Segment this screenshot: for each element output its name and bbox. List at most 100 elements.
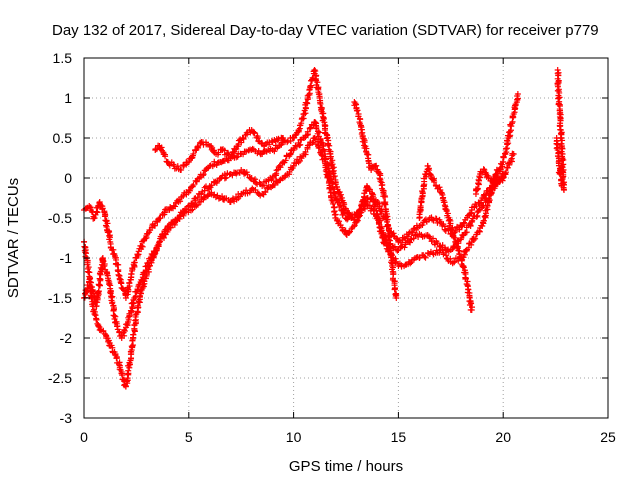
data-point-interp bbox=[450, 234, 457, 241]
series-track-6 bbox=[416, 162, 476, 313]
data-point bbox=[560, 187, 567, 193]
data-point-interp bbox=[190, 150, 197, 157]
data-point-interp bbox=[128, 308, 135, 315]
data-point-interp bbox=[152, 222, 159, 229]
data-point-interp bbox=[385, 227, 392, 234]
y-tick-label: 0 bbox=[64, 170, 72, 186]
data-point-interp bbox=[134, 302, 141, 309]
data-point-interp bbox=[377, 178, 384, 185]
data-point-interp bbox=[433, 216, 440, 223]
data-point-interp bbox=[251, 129, 258, 136]
data-point-interp bbox=[492, 171, 499, 178]
data-point-interp bbox=[215, 149, 222, 156]
data-point-interp bbox=[467, 210, 474, 217]
data-point bbox=[554, 147, 561, 153]
data-point-interp bbox=[452, 239, 459, 246]
x-tick-label: 0 bbox=[80, 429, 88, 445]
data-point-interp bbox=[417, 204, 424, 211]
data-point-interp bbox=[177, 198, 184, 205]
y-tick-label: -0.5 bbox=[48, 210, 72, 226]
data-point-interp bbox=[190, 181, 197, 188]
data-point-interp bbox=[223, 174, 230, 181]
data-point-interp bbox=[320, 114, 327, 121]
data-point-interp bbox=[461, 219, 468, 226]
axis-ticks: 0 5 10 15 20 25 -3 -2.5 -2 -1.5 -1 -0.5 0 0.5 1 1.5 bbox=[48, 50, 616, 445]
data-point-interp bbox=[133, 288, 140, 295]
x-axis-title: GPS time / hours bbox=[289, 458, 403, 475]
data-point bbox=[353, 219, 360, 225]
data-point-interp bbox=[161, 211, 168, 218]
data-point-interp bbox=[95, 288, 102, 295]
data-point-interp bbox=[357, 210, 364, 217]
data-point-interp bbox=[115, 272, 122, 279]
data-point-interp bbox=[460, 264, 467, 271]
data-point-interp bbox=[451, 258, 458, 265]
data-point-interp bbox=[87, 279, 94, 286]
data-point-interp bbox=[167, 204, 174, 211]
data-point-interp bbox=[116, 364, 123, 371]
data-point bbox=[514, 91, 521, 97]
data-point-interp bbox=[474, 185, 481, 192]
data-point-interp bbox=[122, 383, 129, 390]
y-axis-title: SDTVAR / TECUs bbox=[5, 178, 22, 298]
data-point-interp bbox=[337, 202, 344, 209]
data-point-interp bbox=[480, 217, 487, 224]
data-point-interp bbox=[558, 170, 565, 177]
data-point-interp bbox=[443, 252, 450, 259]
y-tick-label: -1.5 bbox=[48, 290, 72, 306]
data-point-interp bbox=[215, 195, 222, 202]
data-point-interp bbox=[93, 316, 100, 323]
data-point-interp bbox=[384, 222, 391, 229]
data-point-interp bbox=[452, 228, 459, 235]
series-track-9 bbox=[553, 135, 565, 189]
data-point-interp bbox=[480, 166, 487, 173]
data-point-interp bbox=[91, 215, 98, 222]
y-tick-label: 1 bbox=[64, 90, 72, 106]
chart-title: Day 132 of 2017, Sidereal Day-to-day VTE… bbox=[52, 22, 599, 39]
y-tick-label: -1 bbox=[60, 250, 73, 266]
data-point-interp bbox=[130, 331, 137, 338]
data-point-interp bbox=[208, 182, 215, 189]
data-point-interp bbox=[427, 172, 434, 179]
data-point-interp bbox=[104, 220, 111, 227]
data-point-interp bbox=[500, 154, 507, 161]
x-tick-label: 10 bbox=[286, 429, 302, 445]
data-point-interp bbox=[168, 220, 175, 227]
data-point-interp bbox=[391, 243, 398, 250]
data-point-interp bbox=[326, 177, 333, 184]
data-point-interp bbox=[277, 164, 284, 171]
data-point-interp bbox=[430, 235, 437, 242]
data-point-interp bbox=[473, 213, 480, 220]
data-point-interp bbox=[90, 289, 97, 296]
data-point-interp bbox=[309, 139, 316, 146]
data-point-interp bbox=[346, 229, 353, 236]
data-point-interp bbox=[138, 277, 145, 284]
plot-frame bbox=[83, 57, 609, 419]
data-point-interp bbox=[162, 153, 169, 160]
data-point-interp bbox=[189, 206, 196, 213]
data-point bbox=[493, 167, 500, 173]
data-point bbox=[91, 311, 98, 317]
data-point-interp bbox=[118, 370, 125, 377]
data-point-interp bbox=[287, 138, 294, 145]
data-point-interp bbox=[180, 192, 187, 199]
data-point-interp bbox=[201, 184, 208, 191]
data-point-interp bbox=[373, 162, 380, 169]
data-point-interp bbox=[121, 287, 128, 294]
data-point-interp bbox=[311, 135, 318, 142]
data-point-interp bbox=[480, 202, 487, 209]
data-point-interp bbox=[153, 245, 160, 252]
data-point-interp bbox=[391, 285, 398, 292]
data-point-interp bbox=[407, 260, 414, 267]
data-point-interp bbox=[499, 159, 506, 165]
series-track-3 bbox=[81, 135, 507, 341]
data-point-interp bbox=[93, 303, 100, 310]
x-tick-label: 20 bbox=[495, 429, 511, 445]
data-point-interp bbox=[559, 137, 566, 144]
data-point bbox=[343, 231, 349, 237]
data-point-interp bbox=[193, 178, 200, 185]
data-point-interp bbox=[96, 281, 103, 288]
data-point-interp bbox=[468, 300, 475, 307]
data-point-interp bbox=[419, 189, 426, 196]
